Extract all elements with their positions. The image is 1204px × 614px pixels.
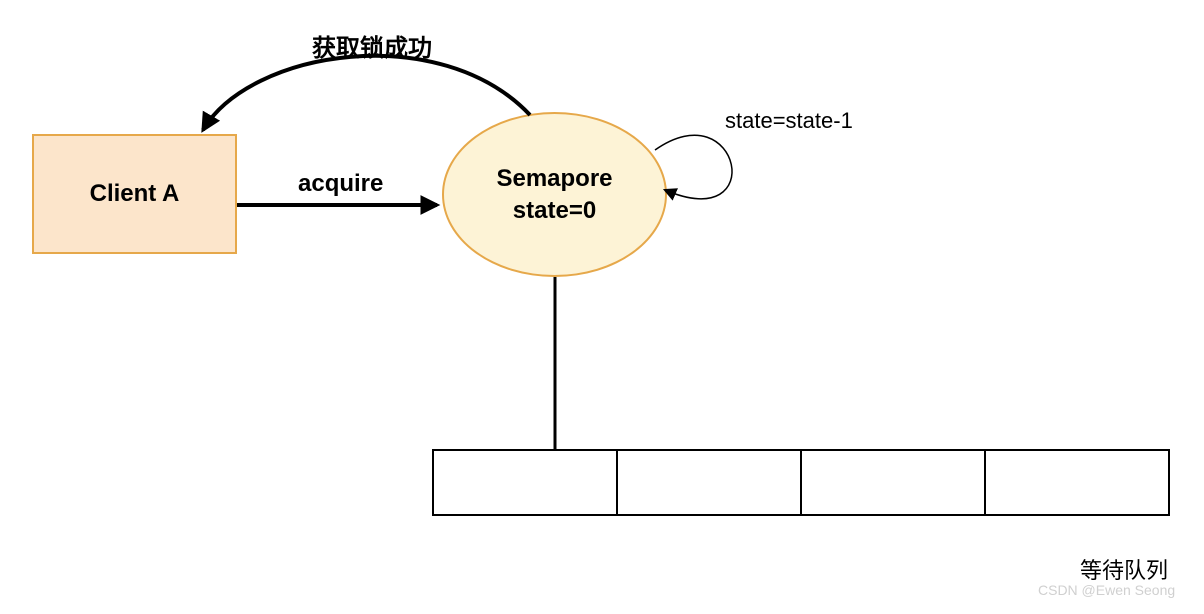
- edges-overlay: [0, 0, 1204, 614]
- semaphore-line2: state=0: [513, 195, 596, 226]
- acquire-edge-label: acquire: [298, 170, 383, 198]
- success-edge-label: 获取锁成功: [312, 28, 432, 63]
- success-edge: [203, 56, 530, 130]
- queue-label: 等待队列: [1080, 553, 1168, 585]
- queue-cell: [802, 451, 986, 514]
- semaphore-line1: Semapore: [496, 163, 612, 194]
- queue-cell: [986, 451, 1168, 514]
- queue-cell: [434, 451, 618, 514]
- watermark-text: CSDN @Ewen Seong: [1038, 582, 1175, 598]
- client-label: Client A: [90, 180, 180, 208]
- self-loop-edge-label: state=state-1: [725, 108, 853, 134]
- queue-cell: [618, 451, 802, 514]
- client-node: Client A: [32, 134, 237, 254]
- waiting-queue: [432, 449, 1170, 516]
- semaphore-node: Semapore state=0: [442, 112, 667, 277]
